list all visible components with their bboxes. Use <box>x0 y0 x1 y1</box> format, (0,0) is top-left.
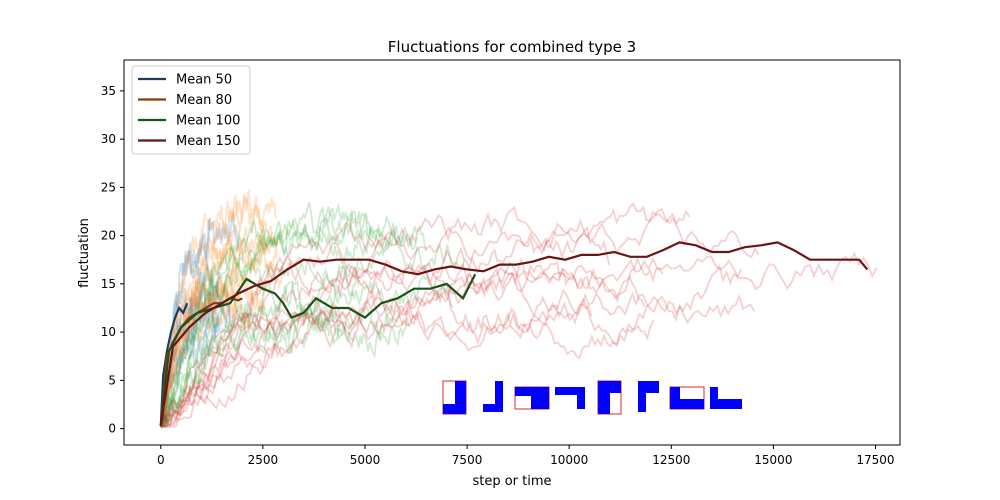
glyph-block <box>598 381 621 393</box>
glyph-block <box>443 404 466 414</box>
trajectory-line <box>159 256 664 428</box>
trajectory-line <box>159 312 220 428</box>
y-tick-label: 15 <box>101 277 116 291</box>
trajectory-line <box>160 202 691 421</box>
x-tick-label: 0 <box>157 453 165 467</box>
trajectory-line <box>159 294 401 427</box>
trajectory-line <box>160 201 395 429</box>
y-tick-label: 30 <box>101 132 116 146</box>
glyph-block <box>670 387 680 409</box>
trajectory-line <box>160 308 411 428</box>
trajectory-line <box>160 205 418 428</box>
x-tick-label: 12500 <box>652 453 690 467</box>
trajectory-line <box>159 193 277 426</box>
glyph-block <box>710 399 742 409</box>
legend-label: Mean 80 <box>176 93 232 108</box>
glyph-block <box>710 387 718 409</box>
legend-label: Mean 100 <box>176 114 240 129</box>
trajectory-line <box>159 260 284 427</box>
glyph-block <box>555 387 585 395</box>
x-tick-label: 17500 <box>856 453 894 467</box>
glyph-block <box>670 399 704 409</box>
y-tick-label: 20 <box>101 229 116 243</box>
trajectory-line <box>160 307 655 428</box>
glyph-block <box>455 381 466 414</box>
legend-label: Mean 150 <box>176 134 240 149</box>
x-tick-label: 10000 <box>550 453 588 467</box>
glyph-block <box>483 404 503 412</box>
trajectory-line <box>159 272 454 427</box>
trajectory-line <box>159 286 254 428</box>
glyph-block <box>495 381 503 412</box>
y-tick-label: 0 <box>108 422 116 436</box>
trajectory-line <box>160 261 646 428</box>
x-axis-ticks: 0 2500 5000 7500 10000 12500 15000 17500 <box>157 445 895 467</box>
y-tick-label: 5 <box>108 373 116 387</box>
trajectory-line <box>160 226 273 428</box>
trajectory-line <box>160 277 241 418</box>
trajectory-line <box>159 251 878 429</box>
trajectory-line <box>159 233 282 427</box>
trajectory-line <box>160 225 611 421</box>
shape-glyphs <box>442 380 742 415</box>
y-axis-ticks: 0 5 10 15 20 25 30 35 <box>101 84 124 436</box>
x-tick-label: 15000 <box>754 453 792 467</box>
trajectory-line <box>159 206 372 423</box>
glyph-block <box>531 396 549 409</box>
trajectory-line <box>159 230 466 427</box>
y-axis-label: fluctuation <box>77 218 92 288</box>
mean-series-lines <box>159 241 869 426</box>
legend-box <box>131 65 251 155</box>
axes-frame <box>123 59 901 446</box>
legend: Mean 50 Mean 80 Mean 100 Mean 150 <box>131 65 251 155</box>
chart-title: Fluctuations for combined type 3 <box>388 38 636 56</box>
trajectory-line <box>160 300 341 428</box>
trajectory-line <box>159 207 760 427</box>
x-tick-label: 7500 <box>452 453 483 467</box>
legend-label: Mean 50 <box>176 73 232 88</box>
trajectory-line <box>160 295 217 428</box>
plot-area <box>124 60 900 445</box>
y-tick-label: 10 <box>101 325 116 339</box>
y-tick-label: 25 <box>101 180 116 194</box>
trajectory-line <box>160 220 428 428</box>
glyph-block <box>598 393 610 414</box>
trajectory-line <box>159 264 239 431</box>
x-tick-label: 5000 <box>350 453 381 467</box>
series-line-mean-50 <box>159 302 189 426</box>
trajectory-line <box>159 263 361 428</box>
series-line-mean-150 <box>159 241 869 426</box>
trajectory-line <box>160 211 241 428</box>
x-tick-label: 2500 <box>248 453 279 467</box>
series-line-mean-100 <box>159 273 477 426</box>
trajectory-line <box>160 288 593 428</box>
glyph-block <box>577 387 585 409</box>
glyph-block <box>515 387 549 396</box>
trajectory-line <box>159 288 232 425</box>
glyph-block <box>638 381 646 412</box>
trajectory-line <box>160 293 755 428</box>
individual-trajectories <box>159 189 878 431</box>
x-axis-label: step or time <box>472 474 551 489</box>
y-tick-label: 35 <box>101 84 116 98</box>
